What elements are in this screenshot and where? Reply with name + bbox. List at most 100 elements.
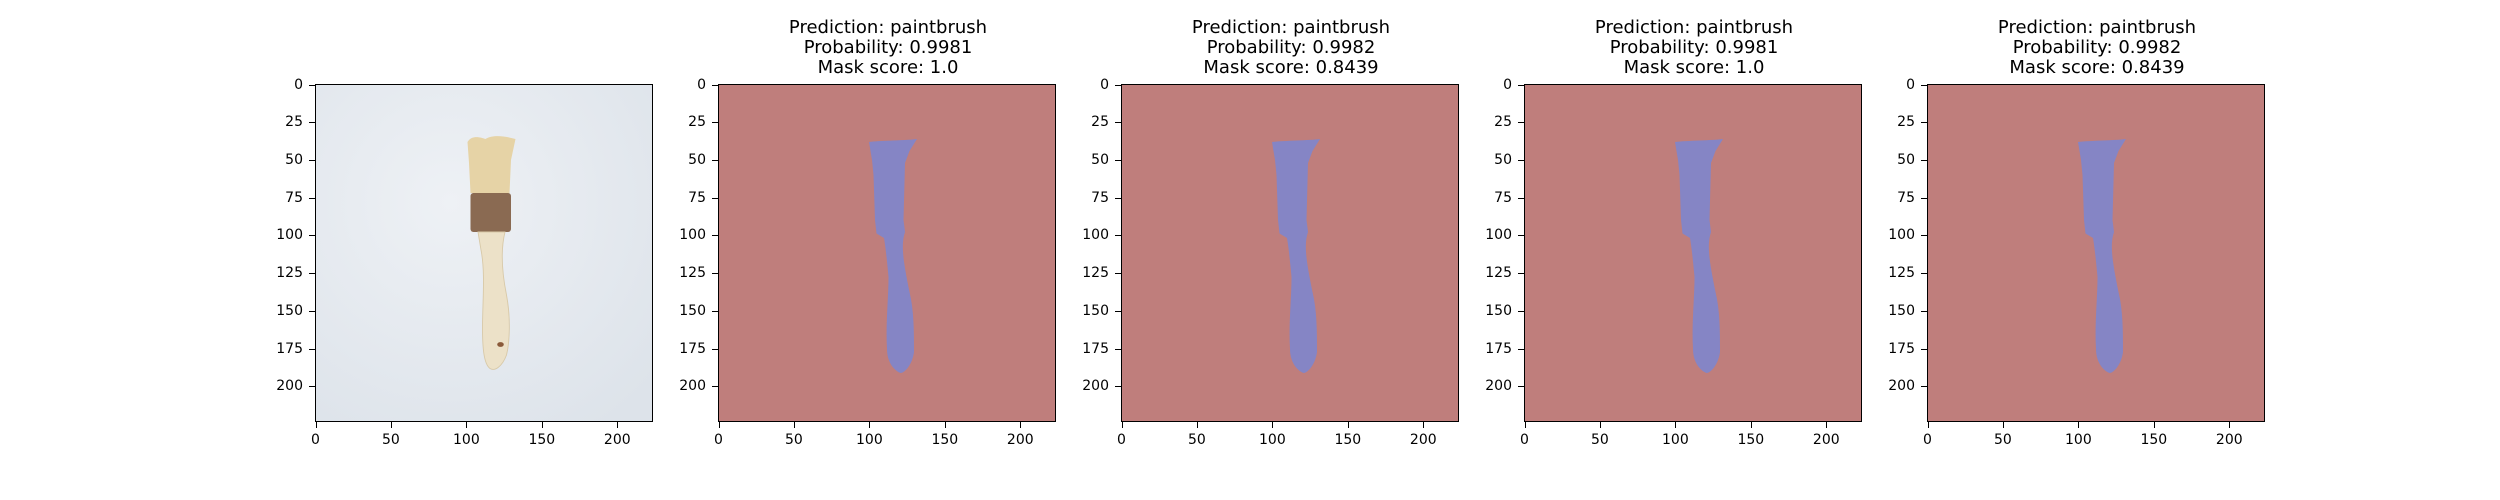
x-tick-mark (1675, 422, 1677, 428)
x-tick-mark (1020, 422, 1022, 428)
x-tick-label: 100 (2065, 432, 2092, 448)
y-tick-label: 125 (1888, 265, 1915, 282)
y-tick-mark (1518, 122, 1524, 124)
title-line: Prediction: paintbrush (788, 17, 988, 38)
x-tick-label: 200 (603, 432, 631, 448)
mask-panel-1: Prediction: paintbrush Probability: 0.998… (679, 0, 1058, 500)
y-tick: 50 (1464, 152, 1524, 168)
y-tick-label: 150 (1485, 302, 1512, 319)
y-tick-mark (1518, 84, 1524, 86)
title-line: Probability: 0.9982 (1206, 37, 1376, 58)
y-tick-label: 75 (1494, 189, 1512, 206)
y-tick-label: 75 (1091, 189, 1109, 206)
y-tick-label: 150 (1082, 302, 1109, 319)
y-tick: 175 (658, 341, 718, 357)
y-tick-mark (1921, 348, 1927, 350)
x-tick: 100 (1650, 422, 1700, 454)
x-tick: 150 (1726, 422, 1776, 454)
y-tick: 125 (255, 265, 315, 281)
y-tick-label: 50 (285, 151, 303, 168)
x-tick-mark (2002, 422, 2004, 428)
y-tick: 125 (1464, 265, 1524, 281)
mask-axes (1927, 84, 2265, 422)
segmentation-mask (1122, 85, 1458, 421)
y-tick-mark (309, 159, 315, 161)
x-tick-label: 150 (931, 432, 959, 448)
y-axis-ticks: 0 25 50 75 100 125 150 175 200 (255, 77, 315, 422)
handle-hole (497, 342, 504, 347)
x-tick-mark (617, 422, 619, 428)
x-tick-mark (1121, 422, 1123, 428)
x-tick: 0 (1097, 422, 1147, 454)
x-tick: 0 (1500, 422, 1550, 454)
segmentation-mask (1928, 85, 2264, 421)
y-tick-mark (712, 386, 718, 388)
y-tick-mark (1115, 273, 1121, 275)
y-tick-label: 150 (1888, 302, 1915, 319)
y-tick-mark (1921, 84, 1927, 86)
x-tick: 100 (2053, 422, 2103, 454)
panel-title: Prediction: paintbrush Probability: 0.998… (1121, 18, 1461, 78)
y-tick: 150 (1061, 303, 1121, 319)
y-tick: 75 (255, 190, 315, 206)
x-tick-label: 50 (1591, 432, 1609, 448)
y-tick-label: 25 (1091, 114, 1109, 131)
y-tick-mark (309, 348, 315, 350)
x-tick-label: 0 (1520, 432, 1529, 448)
x-tick: 200 (1801, 422, 1851, 454)
y-tick: 50 (658, 152, 718, 168)
y-tick-mark (309, 273, 315, 275)
x-tick-mark (1347, 422, 1349, 428)
y-tick: 200 (658, 378, 718, 394)
y-tick-mark (1115, 235, 1121, 237)
y-tick-label: 100 (679, 227, 706, 244)
x-tick: 50 (366, 422, 416, 454)
paintbrush-mask (1675, 139, 1723, 373)
x-tick-mark (2078, 422, 2080, 428)
y-axis-ticks: 0 25 50 75 100 125 150 175 200 (1061, 77, 1121, 422)
y-tick-mark (1115, 386, 1121, 388)
y-tick: 50 (255, 152, 315, 168)
y-tick-label: 100 (1888, 227, 1915, 244)
x-tick-mark (2153, 422, 2155, 428)
y-tick-label: 175 (276, 340, 303, 357)
y-tick-label: 100 (1485, 227, 1512, 244)
x-tick-mark (390, 422, 392, 428)
y-tick-label: 125 (679, 265, 706, 282)
x-axis-ticks: 0 50 100 150 200 (1520, 422, 1862, 462)
mask-axes (1121, 84, 1459, 422)
y-tick-mark (712, 310, 718, 312)
x-axis-ticks: 0 50 100 150 200 (1923, 422, 2265, 462)
title-line: Probability: 0.9981 (1609, 37, 1779, 58)
x-tick-label: 100 (1259, 432, 1286, 448)
y-tick-mark (1518, 159, 1524, 161)
y-tick-label: 200 (276, 378, 303, 395)
y-tick: 100 (255, 227, 315, 243)
y-tick: 25 (1061, 114, 1121, 130)
y-tick-label: 125 (1485, 265, 1512, 282)
title-line: Prediction: paintbrush (1594, 17, 1794, 38)
y-tick-label: 50 (1494, 151, 1512, 168)
y-tick: 125 (658, 265, 718, 281)
y-tick-mark (1115, 197, 1121, 199)
y-tick-label: 175 (1888, 340, 1915, 357)
x-tick: 100 (844, 422, 894, 454)
title-line: Mask score: 0.8439 (1203, 57, 1379, 78)
y-tick-mark (1921, 159, 1927, 161)
x-tick: 50 (769, 422, 819, 454)
x-tick-mark (869, 422, 871, 428)
y-tick: 50 (1867, 152, 1927, 168)
title-line: Probability: 0.9982 (2012, 37, 2182, 58)
y-tick-mark (1115, 84, 1121, 86)
y-tick: 125 (1867, 265, 1927, 281)
y-tick-mark (1115, 159, 1121, 161)
y-tick: 200 (255, 378, 315, 394)
y-tick: 100 (1464, 227, 1524, 243)
segmentation-mask (1525, 85, 1861, 421)
brush-handle (477, 231, 510, 370)
y-tick-label: 75 (688, 189, 706, 206)
x-tick-label: 50 (1188, 432, 1206, 448)
input-image-panel: 0 25 50 75 100 125 150 175 200 0 50 100 150 200 (276, 0, 655, 500)
x-tick: 0 (291, 422, 341, 454)
y-tick-mark (1115, 122, 1121, 124)
